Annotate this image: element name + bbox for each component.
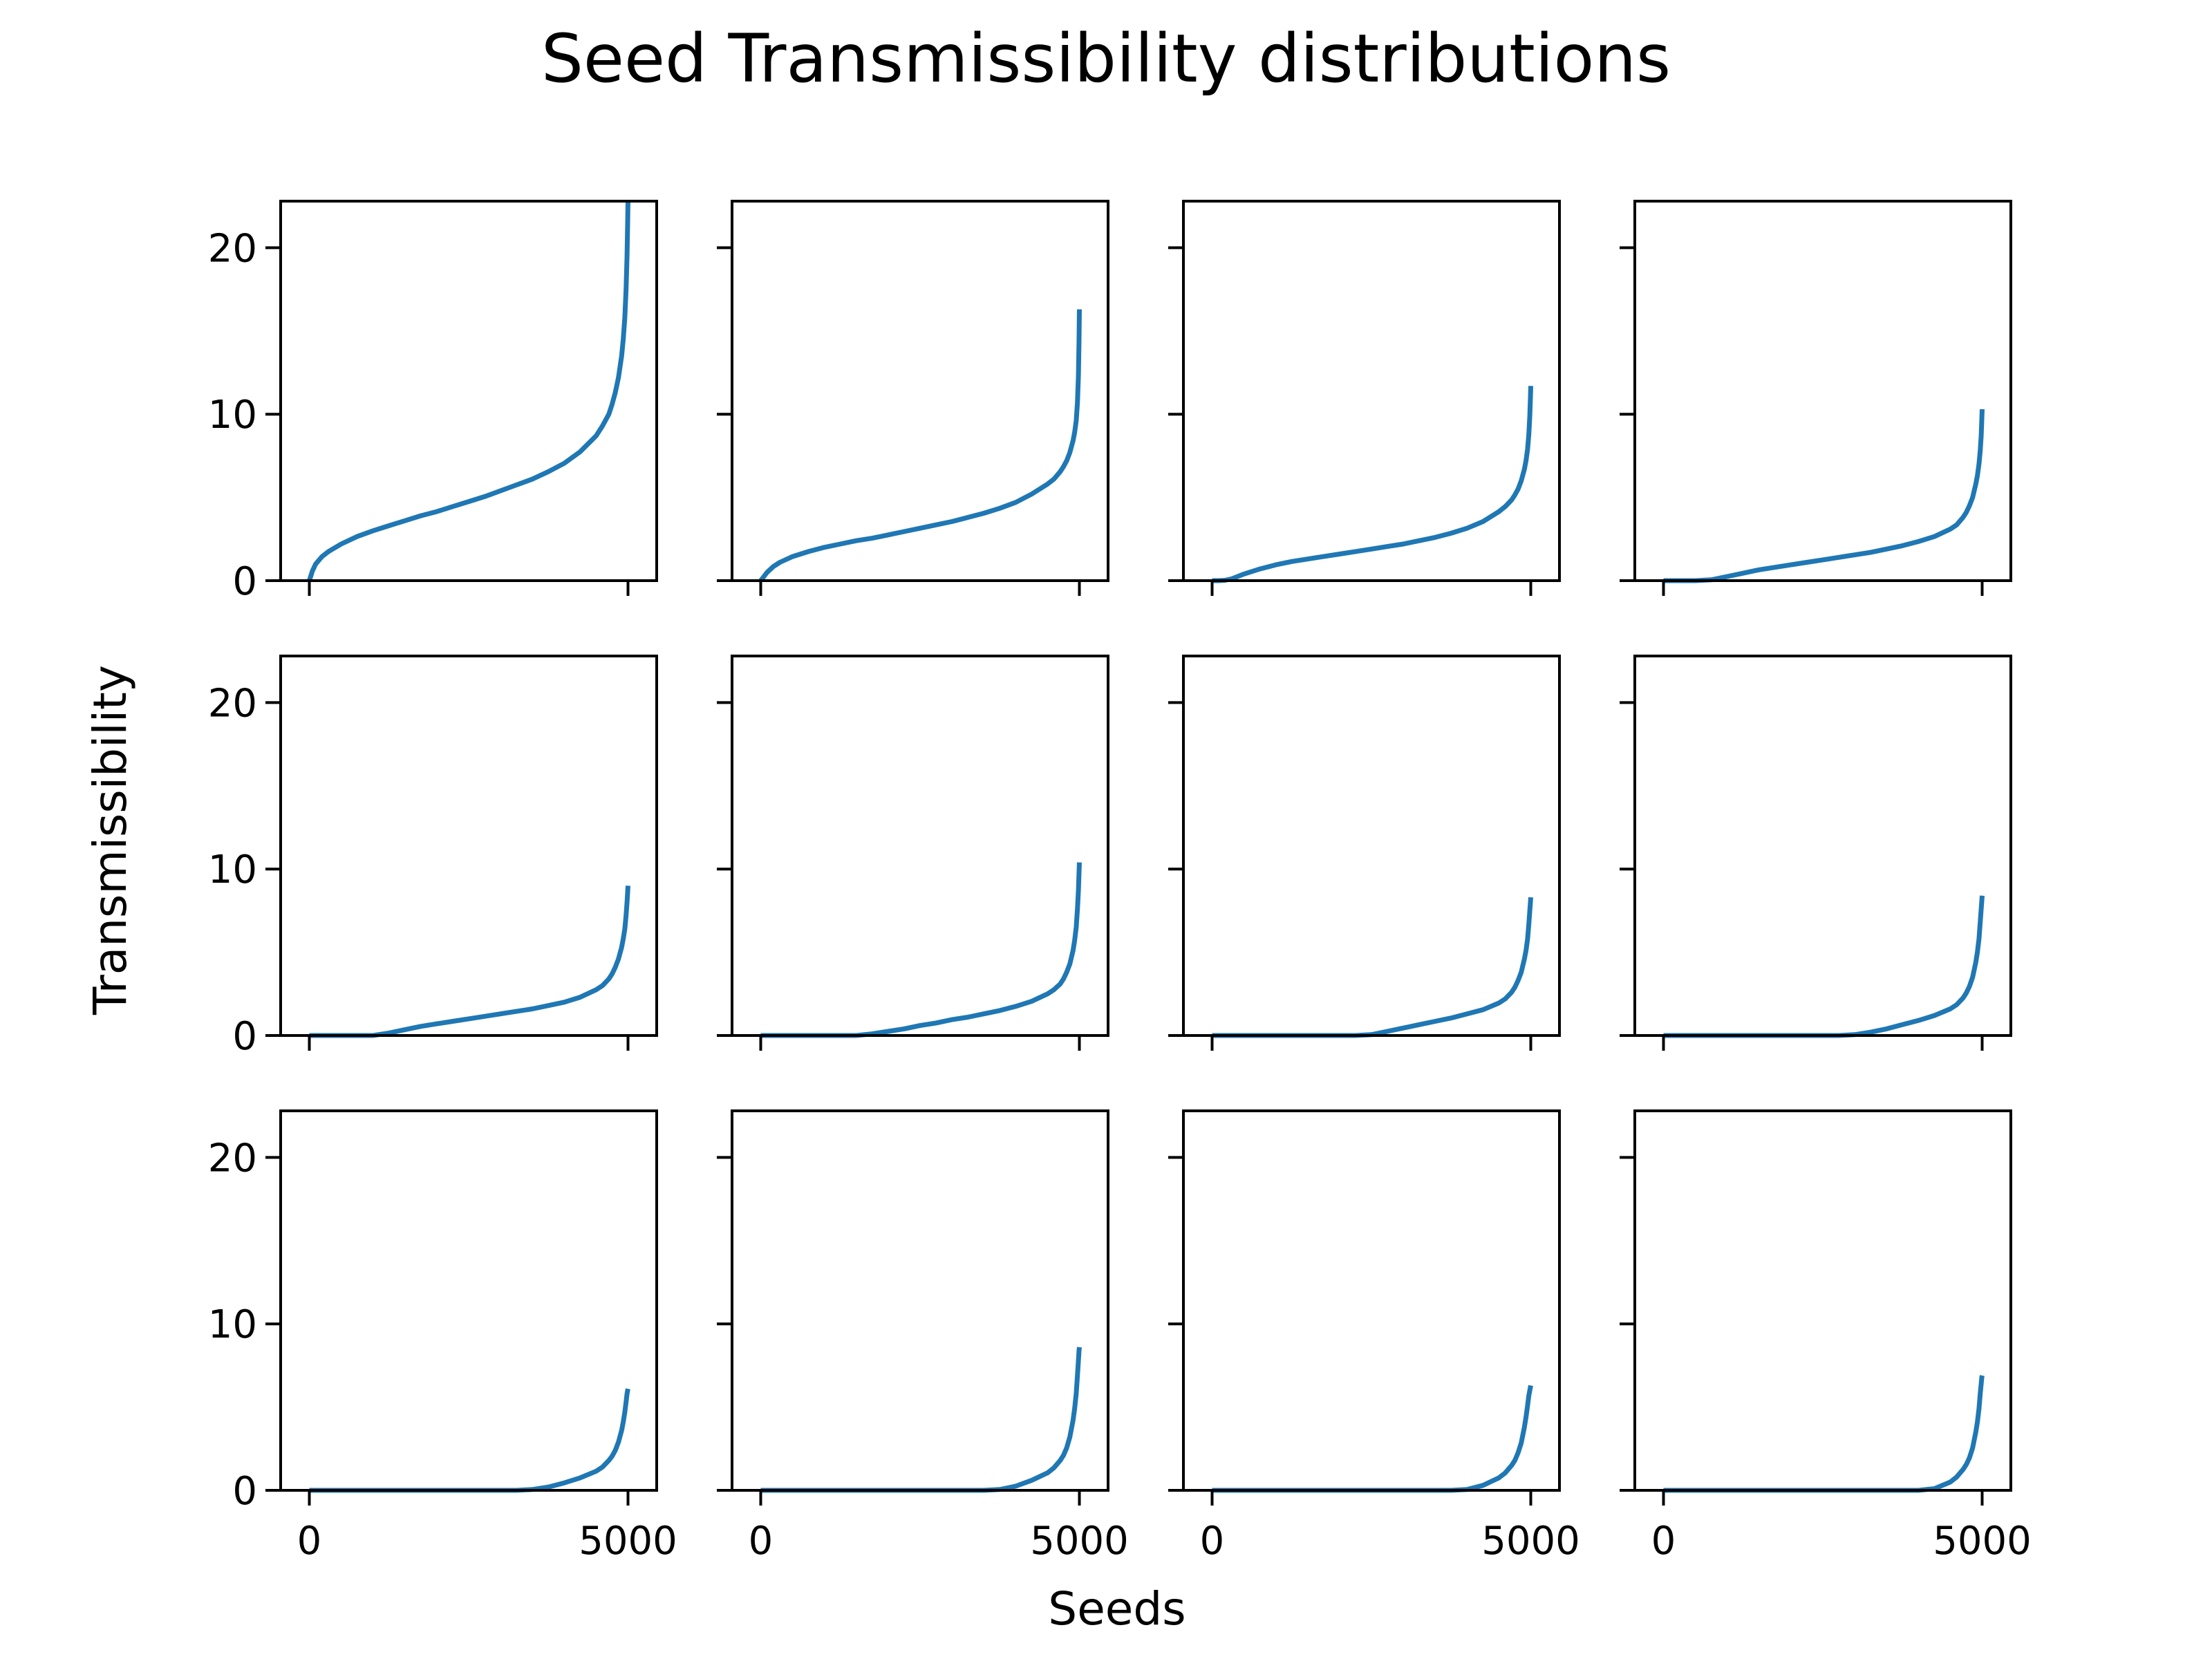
axes-frame [1633,655,2012,1037]
subplot-2-4 [1620,655,2012,1051]
axes-frame [731,200,1109,582]
y-tick-label: 20 [208,1136,257,1181]
axes-frame [731,655,1109,1037]
y-tick-label: 20 [208,681,257,726]
subplot-3-1: 0 10 20 0 5000 [208,1109,677,1564]
axes-frame [279,200,658,582]
y-tick-label: 0 [232,559,257,604]
y-tick-label: 10 [208,393,257,438]
subplot-1-4 [1620,200,2012,596]
axes-frame [1182,200,1561,582]
subplot-2-2 [717,655,1109,1051]
subplot-1-2 [717,200,1109,596]
series-line [758,309,1082,583]
series-line [307,200,630,582]
axes-frame [279,1109,658,1492]
axes-frame [1633,200,2012,582]
x-tick-label: 5000 [579,1519,677,1564]
axes-frame [731,1109,1109,1492]
x-tick-label: 5000 [1481,1519,1580,1564]
y-tick-label: 0 [232,1014,257,1059]
subplot-3-4: 0 5000 [1620,1109,2032,1564]
x-tick-label: 0 [1200,1519,1225,1564]
y-axis-label: Transmissibility [84,665,137,1015]
y-tick-label: 10 [208,1302,257,1347]
y-tick-label: 20 [208,226,257,271]
subplot-grid: 0 10 20 0 10 20 0 10 20 0 5000 0 5000 0 5000 0 5000 [208,200,2032,1564]
x-tick-label: 0 [297,1519,322,1564]
x-tick-label: 0 [749,1519,774,1564]
subplot-1-3 [1168,200,1561,596]
subplot-2-3 [1168,655,1561,1051]
subplot-2-1: 0 10 20 [208,655,658,1059]
x-tick-label: 5000 [1933,1519,2032,1564]
figure-title: Seed Transmissibility distributions [541,20,1671,97]
axes-frame [1182,1109,1561,1492]
axes-frame [1633,1109,2012,1492]
y-tick-label: 0 [232,1469,257,1514]
subplot-3-2: 0 5000 [717,1109,1129,1564]
subplot-3-3: 0 5000 [1168,1109,1580,1564]
axes-frame [1182,655,1561,1037]
x-tick-label: 5000 [1030,1519,1129,1564]
series-line [1212,386,1533,583]
subplot-1-1: 0 10 20 [208,200,658,604]
y-tick-label: 10 [208,847,257,892]
x-axis-label: Seeds [1048,1582,1185,1635]
x-tick-label: 0 [1651,1519,1676,1564]
axes-frame [279,655,658,1037]
